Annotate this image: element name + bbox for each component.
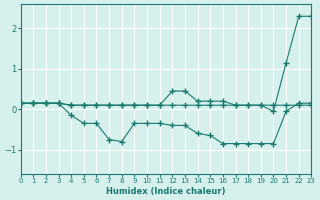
X-axis label: Humidex (Indice chaleur): Humidex (Indice chaleur) xyxy=(106,187,226,196)
